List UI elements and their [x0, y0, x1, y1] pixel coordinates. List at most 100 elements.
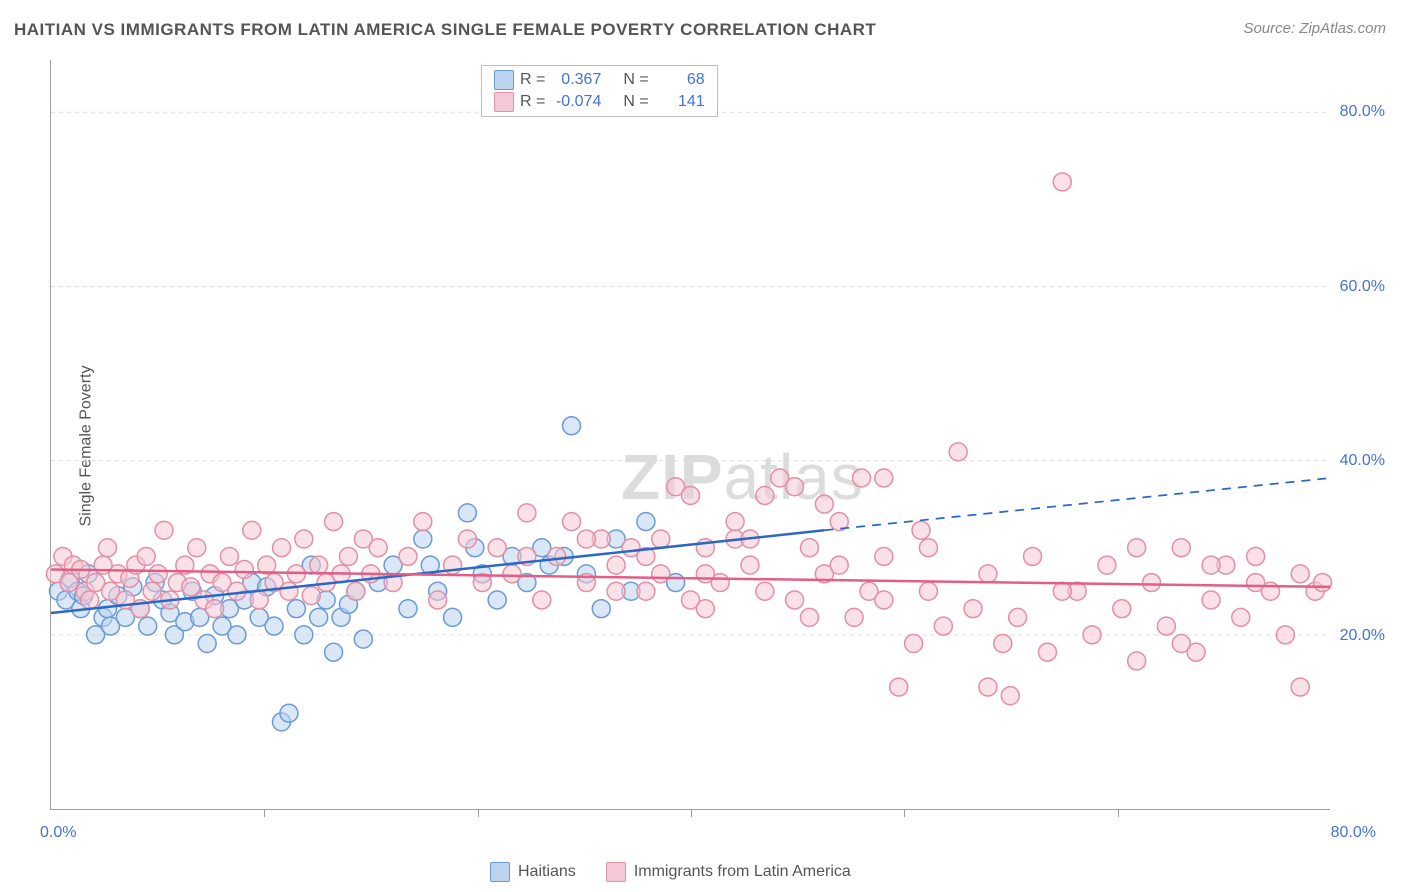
- xtick-label-max: 80.0%: [1331, 824, 1376, 842]
- scatter-point: [800, 608, 818, 626]
- scatter-point: [1172, 635, 1190, 653]
- scatter-point: [592, 600, 610, 618]
- xtick-label-min: 0.0%: [40, 824, 76, 842]
- scatter-point: [756, 582, 774, 600]
- scatter-point: [994, 635, 1012, 653]
- r-value-haitians: 0.367: [551, 71, 601, 89]
- scatter-point: [488, 591, 506, 609]
- scatter-point: [682, 486, 700, 504]
- n-label: N =: [623, 71, 648, 89]
- scatter-point: [198, 635, 216, 653]
- scatter-point: [830, 556, 848, 574]
- scatter-point: [280, 704, 298, 722]
- scatter-point: [295, 626, 313, 644]
- scatter-point: [696, 600, 714, 618]
- plot-area: ZIPatlas R = 0.367 N = 68 R = -0.074 N =…: [50, 60, 1330, 810]
- scatter-point: [137, 547, 155, 565]
- scatter-point: [188, 539, 206, 557]
- scatter-point: [563, 417, 581, 435]
- scatter-point: [726, 513, 744, 531]
- scatter-point: [265, 617, 283, 635]
- xtick-mark: [691, 809, 692, 817]
- scatter-point: [607, 582, 625, 600]
- scatter-point: [949, 443, 967, 461]
- chart-svg: [51, 60, 1330, 809]
- scatter-point: [488, 539, 506, 557]
- scatter-point: [533, 591, 551, 609]
- scatter-point: [243, 521, 261, 539]
- scatter-point: [652, 565, 670, 583]
- scatter-point: [310, 608, 328, 626]
- legend-item-haitians: Haitians: [490, 862, 576, 882]
- scatter-point: [756, 486, 774, 504]
- scatter-point: [325, 513, 343, 531]
- scatter-point: [503, 565, 521, 583]
- xtick-mark: [478, 809, 479, 817]
- trend-line-dashed: [824, 478, 1330, 530]
- r-label: R =: [520, 93, 545, 111]
- scatter-point: [696, 565, 714, 583]
- scatter-point: [235, 561, 253, 579]
- stats-row-latin: R = -0.074 N = 141: [494, 92, 705, 112]
- scatter-point: [1314, 574, 1332, 592]
- scatter-point: [1001, 687, 1019, 705]
- xtick-mark: [1118, 809, 1119, 817]
- scatter-point: [786, 478, 804, 496]
- scatter-point: [220, 547, 238, 565]
- scatter-point: [1128, 652, 1146, 670]
- source-label: Source: ZipAtlas.com: [1243, 20, 1386, 37]
- scatter-point: [81, 591, 99, 609]
- scatter-point: [1053, 173, 1071, 191]
- scatter-point: [912, 521, 930, 539]
- scatter-point: [853, 469, 871, 487]
- scatter-point: [652, 530, 670, 548]
- scatter-point: [577, 530, 595, 548]
- scatter-point: [786, 591, 804, 609]
- scatter-point: [399, 600, 417, 618]
- scatter-point: [1247, 547, 1265, 565]
- n-value-haitians: 68: [655, 71, 705, 89]
- scatter-point: [458, 530, 476, 548]
- scatter-point: [1291, 565, 1309, 583]
- scatter-point: [979, 678, 997, 696]
- scatter-point: [302, 587, 320, 605]
- scatter-point: [919, 539, 937, 557]
- scatter-point: [414, 530, 432, 548]
- scatter-point: [369, 539, 387, 557]
- ytick-label: 40.0%: [1340, 452, 1385, 470]
- swatch-latin: [494, 92, 514, 112]
- scatter-point: [429, 591, 447, 609]
- swatch-haitians: [494, 70, 514, 90]
- scatter-point: [99, 539, 117, 557]
- scatter-point: [139, 617, 157, 635]
- scatter-point: [845, 608, 863, 626]
- scatter-point: [1276, 626, 1294, 644]
- scatter-point: [1009, 608, 1027, 626]
- scatter-point: [354, 630, 372, 648]
- scatter-point: [934, 617, 952, 635]
- scatter-point: [458, 504, 476, 522]
- scatter-point: [919, 582, 937, 600]
- scatter-point: [347, 582, 365, 600]
- scatter-point: [182, 578, 200, 596]
- scatter-point: [273, 539, 291, 557]
- scatter-point: [399, 547, 417, 565]
- scatter-point: [1053, 582, 1071, 600]
- scatter-point: [295, 530, 313, 548]
- scatter-point: [1098, 556, 1116, 574]
- r-value-latin: -0.074: [551, 93, 601, 111]
- scatter-point: [1128, 539, 1146, 557]
- xtick-mark: [264, 809, 265, 817]
- legend-label-haitians: Haitians: [518, 863, 576, 881]
- ytick-label: 80.0%: [1340, 103, 1385, 121]
- scatter-point: [637, 582, 655, 600]
- scatter-point: [1038, 643, 1056, 661]
- scatter-point: [548, 547, 566, 565]
- scatter-point: [310, 556, 328, 574]
- scatter-point: [875, 591, 893, 609]
- chart-title: HAITIAN VS IMMIGRANTS FROM LATIN AMERICA…: [14, 20, 876, 40]
- scatter-point: [890, 678, 908, 696]
- scatter-point: [1172, 539, 1190, 557]
- scatter-point: [964, 600, 982, 618]
- n-value-latin: 141: [655, 93, 705, 111]
